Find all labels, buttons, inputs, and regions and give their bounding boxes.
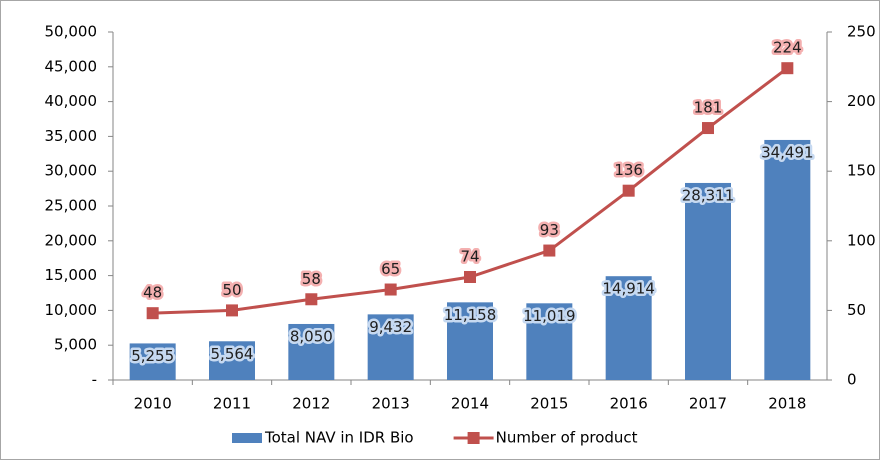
- bar-value-label: 34,491: [761, 143, 814, 161]
- y2-tick-label: 0: [847, 371, 857, 389]
- bar-value-label: 5,255: [131, 347, 174, 365]
- bar: [209, 341, 255, 380]
- bar-value-label: 8,050: [290, 327, 333, 345]
- y-tick-label: 50,000: [45, 23, 98, 41]
- line-value-label: 48: [143, 284, 162, 302]
- y-tick-label: 20,000: [45, 231, 98, 249]
- x-tick-label: 2017: [689, 395, 727, 413]
- line-marker: [781, 62, 794, 75]
- bar: [764, 139, 811, 380]
- line-value-label: 50: [222, 281, 241, 299]
- x-tick-label: 2010: [134, 395, 172, 413]
- y-tick-label: 25,000: [45, 197, 98, 215]
- bar: [605, 276, 652, 380]
- line-value-label: 65: [381, 260, 400, 278]
- line-value-label: 58: [302, 270, 321, 288]
- bar: [129, 343, 176, 380]
- bar: [526, 303, 573, 380]
- y2-tick-label: 250: [847, 23, 876, 41]
- bar: [685, 182, 731, 380]
- legend-swatch: [232, 433, 262, 443]
- x-tick-label: 2018: [768, 395, 806, 413]
- legend-label: Number of product: [496, 429, 638, 447]
- line-value-label: 74: [460, 247, 479, 265]
- line-value-label: 136: [614, 161, 643, 179]
- x-tick-label: 2013: [372, 395, 410, 413]
- line-marker: [543, 244, 556, 257]
- bar: [447, 302, 493, 380]
- x-tick-label: 2014: [451, 395, 489, 413]
- bar-value-label: 11,158: [444, 306, 497, 324]
- y-tick-label: -: [92, 371, 97, 389]
- line-marker: [702, 122, 714, 135]
- y2-tick-label: 100: [847, 231, 876, 249]
- bar-value-label: 28,311: [682, 186, 735, 204]
- line-marker: [622, 184, 635, 197]
- y-tick-label: 10,000: [45, 301, 98, 319]
- y2-tick-label: 50: [847, 301, 866, 319]
- x-tick-label: 2016: [610, 395, 648, 413]
- x-tick-label: 2011: [213, 395, 251, 413]
- x-tick-label: 2015: [530, 395, 568, 413]
- line-marker: [464, 270, 476, 283]
- line-marker: [384, 283, 397, 296]
- bar-value-label: 14,914: [602, 280, 655, 298]
- y-tick-label: 40,000: [45, 92, 98, 110]
- x-tick-label: 2012: [292, 395, 330, 413]
- y-tick-label: 45,000: [45, 57, 98, 75]
- bar: [367, 314, 414, 380]
- line-value-label: 224: [773, 39, 802, 57]
- y-tick-label: 30,000: [45, 162, 98, 180]
- y2-tick-label: 200: [847, 92, 876, 110]
- line-value-label: 181: [694, 99, 723, 117]
- line-marker: [226, 304, 238, 317]
- y-tick-label: 15,000: [45, 266, 98, 284]
- y2-tick-label: 150: [847, 162, 876, 180]
- bar-value-label: 9,432: [369, 318, 412, 336]
- line-value-label: 93: [540, 221, 559, 239]
- bar: [288, 323, 335, 380]
- bar-value-label: 11,019: [523, 307, 576, 325]
- y-tick-label: 5,000: [54, 336, 97, 354]
- line-marker: [146, 307, 159, 320]
- line-marker: [305, 293, 318, 306]
- bar-value-label: 5,564: [211, 345, 254, 363]
- y-tick-label: 35,000: [45, 127, 98, 145]
- legend-label: Total NAV in IDR Bio: [264, 429, 414, 447]
- legend-swatch: [467, 432, 480, 444]
